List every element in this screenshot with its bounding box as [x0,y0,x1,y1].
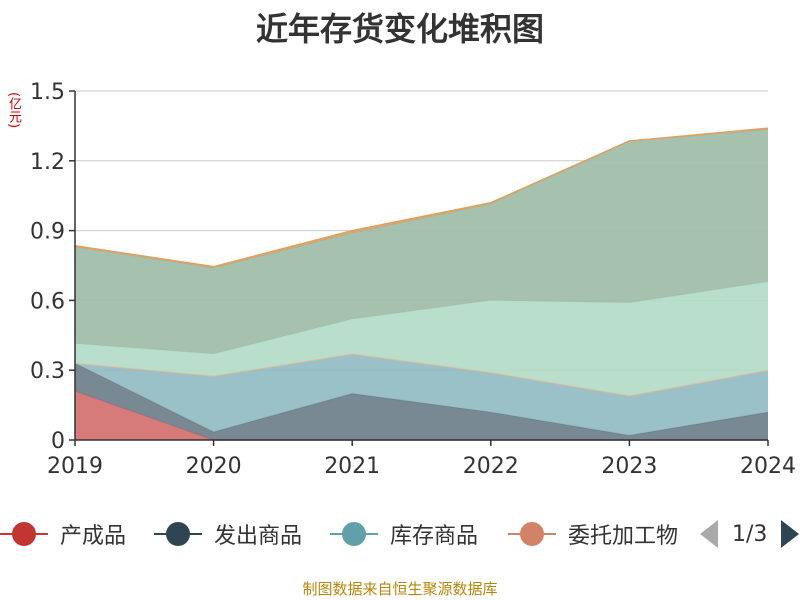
x-tick-label: 2022 [463,454,519,479]
legend-label-2: 库存商品 [390,524,479,549]
y-tick-label: 0.6 [30,289,65,314]
y-axis-unit-label: (亿元) [6,92,21,129]
legend-swatch-1 [154,522,202,546]
legend-swatch-3 [508,522,556,546]
y-tick-label: 1.5 [30,80,65,105]
chart-title: 近年存货变化堆积图 [255,10,544,48]
legend-label-1: 发出商品 [214,524,303,549]
y-tick-label: 1.2 [30,150,65,175]
legend-next-page-icon[interactable] [781,520,800,548]
legend-item-3[interactable]: 委托加工物 [508,516,678,552]
area-series-line-1 [74,362,769,437]
area-series-4 [75,281,768,396]
legend-prev-page-icon[interactable] [700,520,718,548]
legend-pager: 1/3 [700,516,800,552]
y-tick-label: 0 [51,429,65,454]
legend-swatch-0 [0,522,48,546]
legend: 产成品 发出商品 库存商品 委托加工物 [0,516,800,552]
y-tick-label: 0.9 [30,220,65,245]
legend-item-1[interactable]: 发出商品 [154,516,302,552]
axes: 0 0.3 0.6 0.9 1.2 1.5 2019 2020 2021 2022 2023 2024 [30,80,796,479]
x-tick-label: 2020 [186,454,242,479]
data-source-note: 制图数据来自恒生聚源数据库 [302,580,498,598]
legend-label-3: 委托加工物 [568,524,679,549]
legend-page-indicator: 1/3 [732,521,768,547]
area-series-5 [75,129,768,354]
x-tick-label: 2024 [740,454,796,479]
area-series [74,127,769,441]
y-tick-label: 0.3 [30,359,65,384]
x-tick-label: 2021 [324,454,380,479]
legend-label-0: 产成品 [60,524,127,549]
x-tick-label: 2019 [47,454,103,479]
x-tick-label: 2023 [601,454,657,479]
area-series-2 [75,353,768,436]
legend-swatch-2 [330,522,378,546]
legend-item-0[interactable]: 产成品 [0,516,126,552]
area-series-line-6 [74,127,769,268]
area-series-1 [75,363,768,440]
legend-item-2[interactable]: 库存商品 [330,516,478,552]
area-series-0 [75,391,768,440]
